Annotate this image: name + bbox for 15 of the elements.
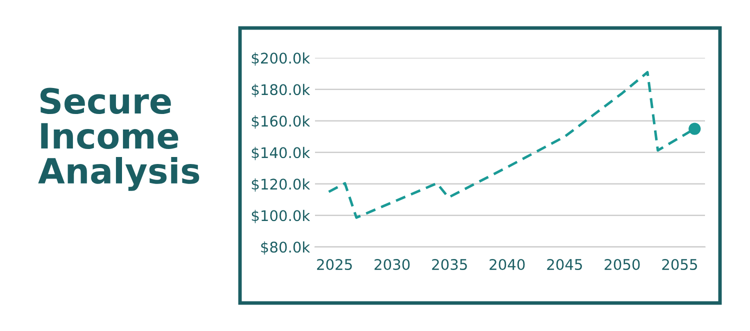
x-tick-label: 2035: [432, 258, 467, 270]
x-tick-label: 2030: [374, 258, 410, 270]
y-tick-label: $160.0k: [252, 115, 310, 129]
x-tick-label: 2045: [547, 258, 582, 270]
x-tick-label: 2025: [317, 258, 352, 270]
text: Secure Income Analysis: [38, 88, 200, 191]
y-tick-label: $100.0k: [252, 210, 310, 224]
y-tick-label: $140.0k: [252, 146, 310, 160]
x-tick-label: 2055: [662, 258, 697, 270]
y-tick-label: $180.0k: [252, 84, 310, 98]
y-tick-label: $200.0k: [252, 52, 310, 66]
y-tick-label: $120.0k: [252, 178, 310, 192]
x-tick-label: 2050: [604, 258, 640, 270]
y-tick-label: $80.0k: [261, 241, 310, 255]
x-tick-label: 2040: [490, 258, 525, 270]
